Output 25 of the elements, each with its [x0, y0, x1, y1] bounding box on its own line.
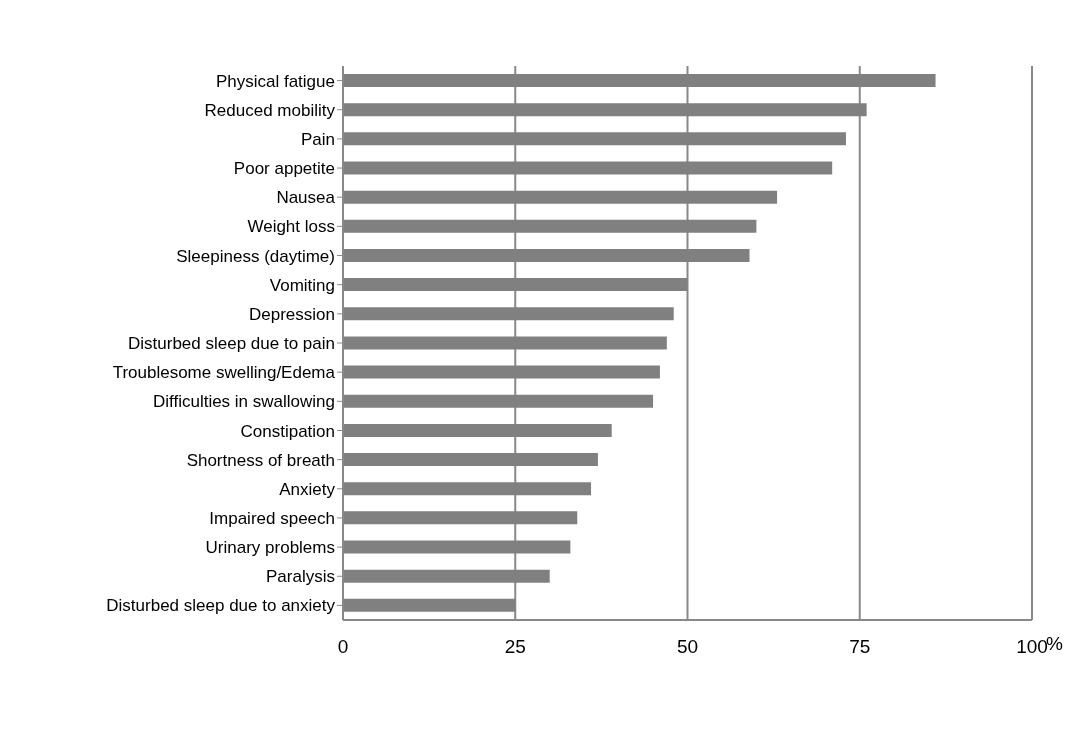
x-tick-label: 0 [337, 636, 349, 658]
y-tick-label: Poor appetite [233, 159, 335, 179]
x-tick-label: 25 [504, 636, 526, 658]
y-tick-label: Paralysis [266, 567, 335, 587]
y-tick-label: Pain [300, 129, 335, 149]
x-tick-label: 50 [676, 636, 699, 658]
x-tick-label: 100 [1016, 636, 1048, 658]
y-tick-label: Difficulties in swallowing [152, 392, 335, 412]
y-tick-label: Impaired speech [209, 508, 335, 528]
y-tick-label: Reduced mobility [204, 100, 336, 120]
x-tick-label: 75 [849, 636, 871, 658]
y-tick-label: Urinary problems [205, 538, 335, 558]
y-tick-label: Physical fatigue [215, 71, 335, 91]
y-tick-label: Anxiety [279, 479, 336, 499]
y-tick-label: Constipation [240, 421, 335, 441]
x-axis-title: % [1046, 633, 1063, 654]
y-tick-label: Sleepiness (daytime) [176, 246, 335, 266]
y-tick-label: Shortness of breath [186, 450, 335, 470]
y-tick-label: Weight loss [247, 217, 335, 237]
y-tick-label: Troublesome swelling/Edema [112, 363, 336, 383]
y-tick-label: Disturbed sleep due to anxiety [106, 596, 336, 616]
y-tick-label: Disturbed sleep due to pain [128, 334, 335, 354]
y-tick-label: Vomiting [269, 275, 335, 295]
y-tick-label: Nausea [276, 188, 336, 208]
y-tick-label: Depression [249, 304, 335, 324]
